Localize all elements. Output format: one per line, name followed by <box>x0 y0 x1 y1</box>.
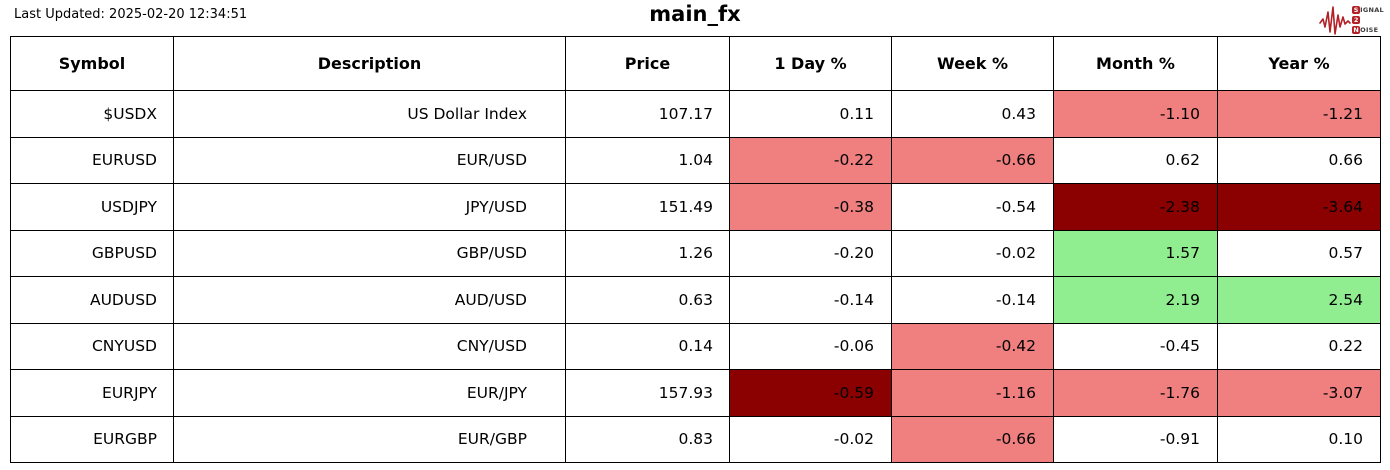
table-row: EURJPY EUR/JPY 157.93 -0.59 -1.16 -1.76 … <box>10 369 1381 417</box>
table-row: USDJPY JPY/USD 151.49 -0.38 -0.54 -2.38 … <box>10 183 1381 231</box>
year-change-cell: 0.57 <box>1217 229 1381 277</box>
year-change-cell: 2.54 <box>1217 276 1381 324</box>
month-change-cell: -1.76 <box>1053 369 1218 417</box>
logo-rest-noise: OISE <box>1360 26 1379 34</box>
month-change-cell: -0.91 <box>1053 415 1218 463</box>
table-row: CNYUSD CNY/USD 0.14 -0.06 -0.42 -0.45 0.… <box>10 322 1381 370</box>
week-change-cell: -1.16 <box>891 369 1054 417</box>
logo-badge-2: 2 <box>1352 16 1361 24</box>
price-cell: 157.93 <box>565 369 730 417</box>
symbol-cell: CNYUSD <box>10 322 174 370</box>
week-change-cell: -0.02 <box>891 229 1054 277</box>
price-cell: 0.63 <box>565 276 730 324</box>
column-header-month: Month % <box>1053 36 1218 91</box>
year-change-cell: -3.64 <box>1217 183 1381 231</box>
month-change-cell: 2.19 <box>1053 276 1218 324</box>
week-change-cell: 0.43 <box>891 90 1054 138</box>
symbol-cell: $USDX <box>10 90 174 138</box>
day-change-cell: -0.14 <box>729 276 892 324</box>
brand-logo: S IGNAL 2 N OISE <box>1319 3 1384 37</box>
year-change-cell: 0.10 <box>1217 415 1381 463</box>
day-change-cell: -0.02 <box>729 415 892 463</box>
day-change-cell: -0.59 <box>729 369 892 417</box>
price-cell: 107.17 <box>565 90 730 138</box>
logo-line-2: 2 <box>1352 16 1384 25</box>
week-change-cell: -0.66 <box>891 415 1054 463</box>
month-change-cell: -1.10 <box>1053 90 1218 138</box>
description-cell: CNY/USD <box>173 322 566 370</box>
description-cell: GBP/USD <box>173 229 566 277</box>
logo-line-noise: N OISE <box>1352 26 1384 35</box>
week-change-cell: -0.14 <box>891 276 1054 324</box>
year-change-cell: -3.07 <box>1217 369 1381 417</box>
price-cell: 151.49 <box>565 183 730 231</box>
month-change-cell: -0.45 <box>1053 322 1218 370</box>
column-header-price: Price <box>565 36 730 91</box>
price-cell: 0.83 <box>565 415 730 463</box>
day-change-cell: -0.20 <box>729 229 892 277</box>
month-change-cell: 1.57 <box>1053 229 1218 277</box>
table-row: EURUSD EUR/USD 1.04 -0.22 -0.66 0.62 0.6… <box>10 136 1381 184</box>
column-header-symbol: Symbol <box>10 36 174 91</box>
table-row: GBPUSD GBP/USD 1.26 -0.20 -0.02 1.57 0.5… <box>10 229 1381 277</box>
header-row: Symbol Description Price 1 Day % Week % … <box>10 36 1381 91</box>
symbol-cell: USDJPY <box>10 183 174 231</box>
logo-rest-signal: IGNAL <box>1360 6 1384 14</box>
brand-logo-text: S IGNAL 2 N OISE <box>1352 6 1384 35</box>
ecg-waveform-icon <box>1319 6 1351 35</box>
logo-badge-n: N <box>1352 26 1361 34</box>
logo-badge-s: S <box>1352 6 1361 14</box>
day-change-cell: 0.11 <box>729 90 892 138</box>
week-change-cell: -0.42 <box>891 322 1054 370</box>
year-change-cell: 0.22 <box>1217 322 1381 370</box>
description-cell: EUR/GBP <box>173 415 566 463</box>
page-title: main_fx <box>649 2 741 26</box>
week-change-cell: -0.54 <box>891 183 1054 231</box>
table-row: EURGBP EUR/GBP 0.83 -0.02 -0.66 -0.91 0.… <box>10 415 1381 463</box>
symbol-cell: AUDUSD <box>10 276 174 324</box>
symbol-cell: EURUSD <box>10 136 174 184</box>
symbol-cell: EURGBP <box>10 415 174 463</box>
logo-line-signal: S IGNAL <box>1352 6 1384 15</box>
description-cell: JPY/USD <box>173 183 566 231</box>
column-header-description: Description <box>173 36 566 91</box>
month-change-cell: -2.38 <box>1053 183 1218 231</box>
column-header-week: Week % <box>891 36 1054 91</box>
year-change-cell: 0.66 <box>1217 136 1381 184</box>
price-cell: 1.04 <box>565 136 730 184</box>
column-header-year: Year % <box>1217 36 1381 91</box>
year-change-cell: -1.21 <box>1217 90 1381 138</box>
last-updated-text: Last Updated: 2025-02-20 12:34:51 <box>14 7 248 22</box>
symbol-cell: GBPUSD <box>10 229 174 277</box>
day-change-cell: -0.06 <box>729 322 892 370</box>
week-change-cell: -0.66 <box>891 136 1054 184</box>
month-change-cell: 0.62 <box>1053 136 1218 184</box>
table-row: $USDX US Dollar Index 107.17 0.11 0.43 -… <box>10 90 1381 138</box>
description-cell: EUR/JPY <box>173 369 566 417</box>
table-row: AUDUSD AUD/USD 0.63 -0.14 -0.14 2.19 2.5… <box>10 276 1381 324</box>
fx-table: Symbol Description Price 1 Day % Week % … <box>10 36 1381 463</box>
description-cell: AUD/USD <box>173 276 566 324</box>
price-cell: 0.14 <box>565 322 730 370</box>
column-header-day: 1 Day % <box>729 36 892 91</box>
symbol-cell: EURJPY <box>10 369 174 417</box>
description-cell: US Dollar Index <box>173 90 566 138</box>
description-cell: EUR/USD <box>173 136 566 184</box>
day-change-cell: -0.22 <box>729 136 892 184</box>
day-change-cell: -0.38 <box>729 183 892 231</box>
price-cell: 1.26 <box>565 229 730 277</box>
